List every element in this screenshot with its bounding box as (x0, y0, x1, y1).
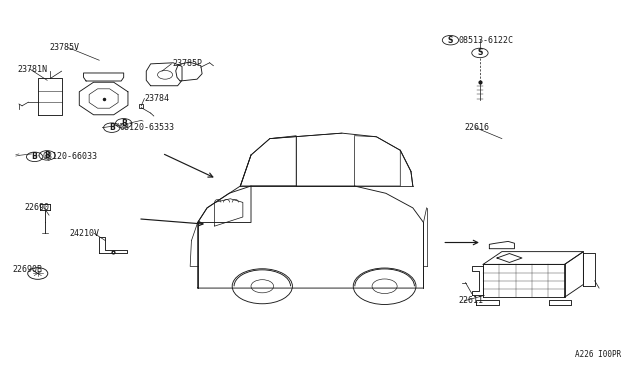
Text: 23785P: 23785P (173, 60, 203, 68)
Text: S: S (448, 36, 453, 45)
Text: 08513-6122C: 08513-6122C (459, 36, 514, 45)
Text: 22616: 22616 (464, 123, 489, 132)
Text: S: S (477, 48, 483, 57)
Text: 22611: 22611 (458, 296, 483, 305)
Text: B: B (32, 153, 38, 161)
Text: B: B (121, 119, 127, 128)
Text: A226 I00PR: A226 I00PR (575, 350, 621, 359)
Text: B: B (109, 123, 115, 132)
Text: 23781N: 23781N (18, 65, 48, 74)
Text: 22690B: 22690B (13, 265, 43, 274)
Text: 24210V: 24210V (69, 229, 99, 238)
Text: 23785V: 23785V (49, 43, 79, 52)
Text: 08120-63533: 08120-63533 (120, 123, 175, 132)
Text: 23784: 23784 (145, 94, 170, 103)
Text: 08120-66033: 08120-66033 (43, 153, 98, 161)
Text: 22690: 22690 (24, 203, 49, 212)
Text: B: B (44, 151, 50, 160)
